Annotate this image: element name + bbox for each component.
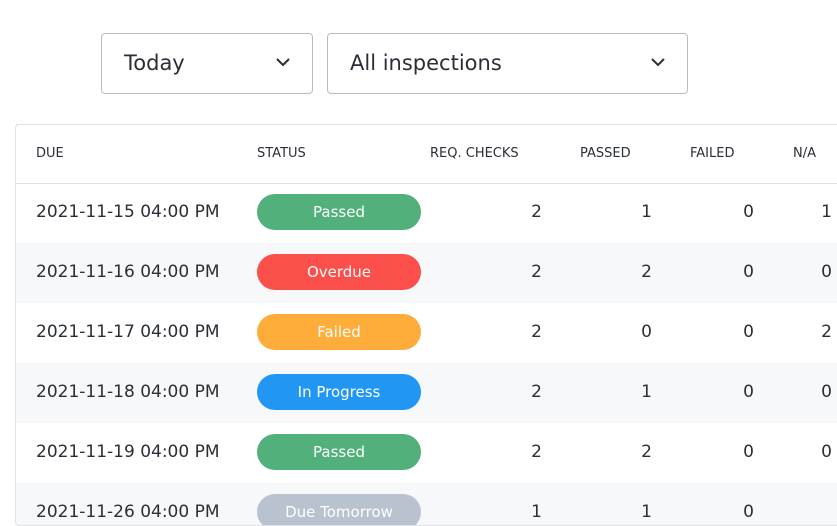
type-value: All inspections <box>350 51 502 75</box>
passed: 1 <box>641 502 652 522</box>
status-badge: Passed <box>257 194 421 230</box>
status-badge: Due Tomorrow <box>257 494 421 525</box>
failed: 0 <box>743 382 754 402</box>
na: 2 <box>821 322 832 342</box>
status-badge: Passed <box>257 434 421 470</box>
column-header[interactable]: REQ. CHECKS <box>430 146 519 161</box>
req-checks: 2 <box>531 202 542 222</box>
column-header[interactable]: DUE <box>36 146 64 161</box>
due-date: 2021-11-26 04:00 PM <box>36 502 220 522</box>
status-badge: Overdue <box>257 254 421 290</box>
passed: 0 <box>641 322 652 342</box>
table-row[interactable]: 2021-11-17 04:00 PM Failed 2 0 0 2 <box>16 303 837 363</box>
passed: 1 <box>641 202 652 222</box>
table-row[interactable]: 2021-11-18 04:00 PM In Progress 2 1 0 0 <box>16 363 837 423</box>
period-value: Today <box>124 51 185 75</box>
column-header[interactable]: STATUS <box>257 146 306 161</box>
due-date: 2021-11-17 04:00 PM <box>36 322 220 342</box>
passed: 2 <box>641 262 652 282</box>
status-badge: Failed <box>257 314 421 350</box>
failed: 0 <box>743 262 754 282</box>
status-badge: In Progress <box>257 374 421 410</box>
table-row[interactable]: 2021-11-26 04:00 PM Due Tomorrow 1 1 0 <box>16 483 837 525</box>
failed: 0 <box>743 322 754 342</box>
chevron <box>276 58 290 67</box>
table-row[interactable]: 2021-11-15 04:00 PM Passed 2 1 0 1 <box>16 183 837 243</box>
req-checks: 2 <box>531 262 542 282</box>
req-checks: 2 <box>531 322 542 342</box>
column-header[interactable]: FAILED <box>690 146 735 161</box>
due-date: 2021-11-16 04:00 PM <box>36 262 220 282</box>
due-date: 2021-11-18 04:00 PM <box>36 382 220 402</box>
failed: 0 <box>743 442 754 462</box>
na: 0 <box>821 262 832 282</box>
chevron <box>651 58 665 67</box>
na: 0 <box>821 382 832 402</box>
period-dropdown[interactable]: Today <box>101 33 313 94</box>
failed: 0 <box>743 502 754 522</box>
type-dropdown[interactable]: All inspections <box>327 33 688 94</box>
due-date: 2021-11-19 04:00 PM <box>36 442 220 462</box>
req-checks: 2 <box>531 442 542 462</box>
table-row[interactable]: 2021-11-16 04:00 PM Overdue 2 2 0 0 <box>16 243 837 303</box>
table-row[interactable]: 2021-11-19 04:00 PM Passed 2 2 0 0 <box>16 423 837 483</box>
due-date: 2021-11-15 04:00 PM <box>36 202 220 222</box>
na: 1 <box>821 202 832 222</box>
na: 0 <box>821 442 832 462</box>
table-header: DUE STATUS REQ. CHECKS PASSED FAILED N/A <box>16 125 837 184</box>
passed: 2 <box>641 442 652 462</box>
req-checks: 2 <box>531 382 542 402</box>
column-header[interactable]: PASSED <box>580 146 631 161</box>
inspections-table: DUE STATUS REQ. CHECKS PASSED FAILED N/A 2021… <box>15 124 837 526</box>
failed: 0 <box>743 202 754 222</box>
req-checks: 1 <box>531 502 542 522</box>
column-header[interactable]: N/A <box>793 146 816 161</box>
passed: 1 <box>641 382 652 402</box>
